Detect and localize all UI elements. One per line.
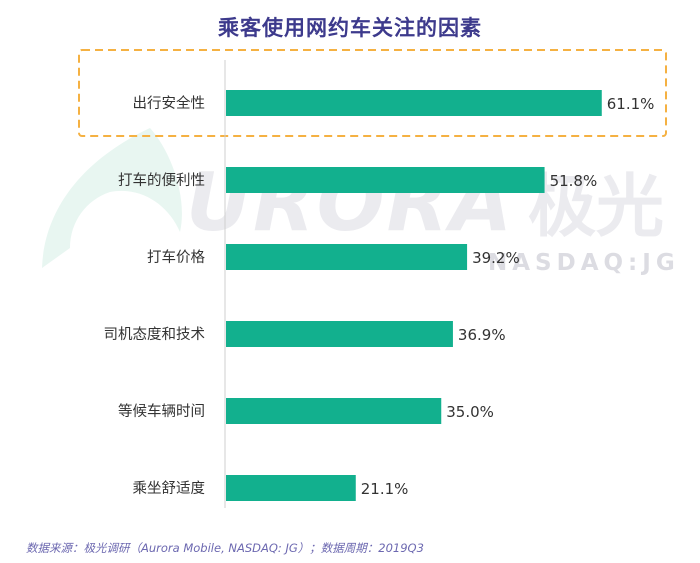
category-label: 乘坐舒适度 xyxy=(133,480,206,497)
value-label: 21.1% xyxy=(361,480,409,498)
value-label: 61.1% xyxy=(607,95,655,113)
value-label: 39.2% xyxy=(472,249,520,267)
value-label: 35.0% xyxy=(446,403,494,421)
data-source-note: 数据来源：极光调研（Aurora Mobile, NASDAQ: JG）；数据周… xyxy=(26,541,424,555)
category-label: 司机态度和技术 xyxy=(104,326,206,343)
aurora-logo-icon xyxy=(42,128,182,268)
watermark-brand-cn: 极光 xyxy=(528,168,664,247)
chart-title: 乘客使用网约车关注的因素 xyxy=(218,16,482,40)
category-label: 打车价格 xyxy=(147,249,205,266)
category-label: 出行安全性 xyxy=(133,94,206,112)
bar xyxy=(226,90,602,116)
category-label: 打车的便利性 xyxy=(118,172,205,189)
highlight-frame xyxy=(78,49,667,137)
bars xyxy=(226,90,602,501)
bar xyxy=(226,321,453,347)
watermark-ticker: NASDAQ:JG xyxy=(488,250,680,276)
bar xyxy=(226,398,442,424)
category-label: 等候车辆时间 xyxy=(118,402,205,420)
bar xyxy=(226,244,468,270)
value-label: 36.9% xyxy=(458,326,506,344)
bar xyxy=(226,475,356,501)
bar xyxy=(226,167,545,193)
value-labels: 61.1% 51.8% 39.2% 36.9% 35.0% 21.1% xyxy=(361,95,655,498)
value-label: 51.8% xyxy=(550,172,598,190)
